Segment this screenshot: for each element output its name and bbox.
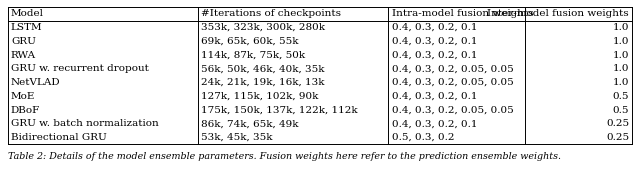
Text: DBoF: DBoF [11, 106, 40, 114]
Text: 0.4, 0.3, 0.2, 0.05, 0.05: 0.4, 0.3, 0.2, 0.05, 0.05 [392, 106, 513, 114]
Text: 1.0: 1.0 [612, 51, 629, 60]
Text: 24k, 21k, 19k, 16k, 13k: 24k, 21k, 19k, 16k, 13k [201, 78, 324, 87]
Text: Bidirectional GRU: Bidirectional GRU [11, 133, 107, 142]
Text: 0.25: 0.25 [606, 119, 629, 128]
Text: 0.4, 0.3, 0.2, 0.1: 0.4, 0.3, 0.2, 0.1 [392, 119, 477, 128]
Text: 69k, 65k, 60k, 55k: 69k, 65k, 60k, 55k [201, 37, 299, 46]
Text: 0.5, 0.3, 0.2: 0.5, 0.3, 0.2 [392, 133, 454, 142]
Text: GRU w. batch normalization: GRU w. batch normalization [11, 119, 159, 128]
Text: NetVLAD: NetVLAD [11, 78, 61, 87]
Text: Table 2: Details of the model ensemble parameters. Fusion weights here refer to : Table 2: Details of the model ensemble p… [8, 152, 561, 161]
Text: 1.0: 1.0 [612, 78, 629, 87]
Text: 53k, 45k, 35k: 53k, 45k, 35k [201, 133, 273, 142]
Text: 1.0: 1.0 [612, 37, 629, 46]
Text: 0.5: 0.5 [612, 106, 629, 114]
Text: 353k, 323k, 300k, 280k: 353k, 323k, 300k, 280k [201, 23, 325, 32]
Text: 127k, 115k, 102k, 90k: 127k, 115k, 102k, 90k [201, 92, 319, 101]
Text: #Iterations of checkpoints: #Iterations of checkpoints [201, 9, 341, 18]
Text: 0.4, 0.3, 0.2, 0.1: 0.4, 0.3, 0.2, 0.1 [392, 51, 477, 60]
Text: 56k, 50k, 46k, 40k, 35k: 56k, 50k, 46k, 40k, 35k [201, 64, 324, 73]
Text: 1.0: 1.0 [612, 23, 629, 32]
Text: Model: Model [11, 9, 44, 18]
Text: 0.4, 0.3, 0.2, 0.05, 0.05: 0.4, 0.3, 0.2, 0.05, 0.05 [392, 78, 513, 87]
Text: Intra-model fusion weights: Intra-model fusion weights [392, 9, 533, 18]
Text: RWA: RWA [11, 51, 36, 60]
Text: 1.0: 1.0 [612, 64, 629, 73]
Text: GRU: GRU [11, 37, 36, 46]
Text: 86k, 74k, 65k, 49k: 86k, 74k, 65k, 49k [201, 119, 299, 128]
Text: 0.25: 0.25 [606, 133, 629, 142]
Text: 114k, 87k, 75k, 50k: 114k, 87k, 75k, 50k [201, 51, 305, 60]
Text: 175k, 150k, 137k, 122k, 112k: 175k, 150k, 137k, 122k, 112k [201, 106, 358, 114]
Text: 0.4, 0.3, 0.2, 0.1: 0.4, 0.3, 0.2, 0.1 [392, 92, 477, 101]
Text: 0.4, 0.3, 0.2, 0.05, 0.05: 0.4, 0.3, 0.2, 0.05, 0.05 [392, 64, 513, 73]
Text: 0.5: 0.5 [612, 92, 629, 101]
Text: 0.4, 0.3, 0.2, 0.1: 0.4, 0.3, 0.2, 0.1 [392, 37, 477, 46]
Text: MoE: MoE [11, 92, 35, 101]
Text: LSTM: LSTM [11, 23, 42, 32]
Text: Inter-model fusion weights: Inter-model fusion weights [488, 9, 629, 18]
Text: 0.4, 0.3, 0.2, 0.1: 0.4, 0.3, 0.2, 0.1 [392, 23, 477, 32]
Text: GRU w. recurrent dropout: GRU w. recurrent dropout [11, 64, 148, 73]
